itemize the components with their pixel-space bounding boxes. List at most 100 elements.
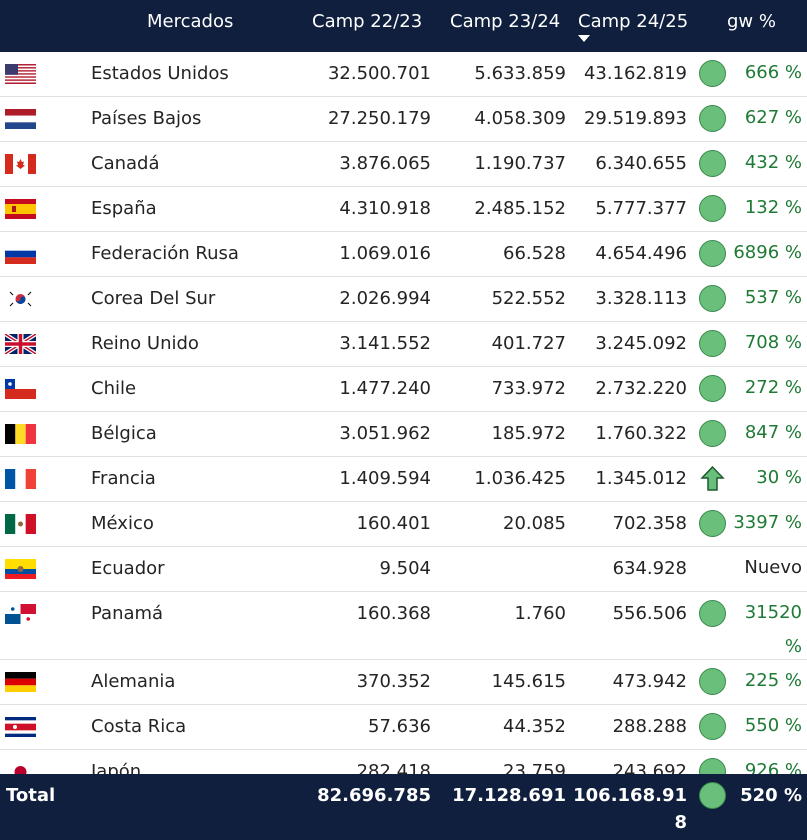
- table-row[interactable]: Alemania 370.352 145.615 473.942 225 %: [0, 660, 807, 705]
- table-row[interactable]: Federación Rusa 1.069.016 66.528 4.654.496 6…: [0, 232, 807, 277]
- camp-24-25-value: 43.162.819: [583, 63, 687, 84]
- table-row[interactable]: Ecuador 9.504 634.928 Nuevo: [0, 547, 807, 592]
- market-name: Canadá: [91, 153, 160, 174]
- camp-24-25-value: 1.760.322: [595, 423, 687, 444]
- camp-22-23-value: 282.418: [356, 761, 431, 774]
- camp-23-24-value: 145.615: [491, 671, 566, 692]
- table-row[interactable]: Bélgica 3.051.962 185.972 1.760.322 847 %: [0, 412, 807, 457]
- camp-22-23-value: 1.409.594: [339, 468, 431, 489]
- growth-value: 847 %: [744, 422, 802, 443]
- market-name: España: [91, 198, 157, 219]
- table-row[interactable]: Costa Rica 57.636 44.352 288.288 550 %: [0, 705, 807, 750]
- market-name: Alemania: [91, 671, 176, 692]
- header-camp-22-23[interactable]: Camp 22/23: [312, 11, 423, 32]
- market-name: Países Bajos: [91, 108, 202, 129]
- ecuador-flag-icon: [5, 559, 36, 579]
- camp-24-25-value: 702.358: [612, 513, 687, 534]
- market-name: Costa Rica: [91, 716, 187, 737]
- camp-22-23-value: 32.500.701: [327, 63, 431, 84]
- camp-22-23-value: 27.250.179: [327, 108, 431, 129]
- growth-value: 31520 %: [744, 602, 802, 657]
- header-mercados[interactable]: Mercados: [147, 11, 234, 32]
- camp-22-23-value: 3.141.552: [339, 333, 431, 354]
- camp-24-25-value: 243.692: [612, 761, 687, 774]
- table-row[interactable]: Chile 1.477.240 733.972 2.732.220 272 %: [0, 367, 807, 412]
- growth-value: Nuevo: [744, 557, 802, 578]
- header-camp-23-24[interactable]: Camp 23/24: [450, 11, 561, 32]
- green-circle-icon: [699, 375, 726, 402]
- market-name: Japón: [91, 761, 142, 774]
- total-camp-24-25: 106.168.918: [573, 785, 687, 833]
- russia-flag-icon: [5, 244, 36, 264]
- mexico-flag-icon: [5, 514, 36, 534]
- header-camp-24-25[interactable]: Camp 24/25: [578, 11, 689, 32]
- camp-24-25-value: 288.288: [612, 716, 687, 737]
- camp-23-24-value: 2.485.152: [474, 198, 566, 219]
- green-up-arrow-icon: [699, 465, 726, 492]
- camp-24-25-value: 29.519.893: [583, 108, 687, 129]
- green-circle-icon: [699, 240, 726, 267]
- growth-value: 3397 %: [733, 512, 802, 533]
- table-row[interactable]: Estados Unidos 32.500.701 5.633.859 43.162.…: [0, 52, 807, 97]
- camp-24-25-value: 6.340.655: [595, 153, 687, 174]
- growth-value: 225 %: [744, 670, 802, 691]
- uk-flag-icon: [5, 334, 36, 354]
- camp-23-24-value: 522.552: [491, 288, 566, 309]
- camp-23-24-value: 733.972: [491, 378, 566, 399]
- header-gw[interactable]: gw %: [727, 11, 776, 32]
- camp-24-25-value: 473.942: [612, 671, 687, 692]
- camp-22-23-value: 160.401: [356, 513, 431, 534]
- table-row[interactable]: Panamá 160.368 1.760 556.506 31520 %: [0, 592, 807, 660]
- table-row[interactable]: Canadá 3.876.065 1.190.737 6.340.655 432 %: [0, 142, 807, 187]
- france-flag-icon: [5, 469, 36, 489]
- table-row[interactable]: México 160.401 20.085 702.358 3397 %: [0, 502, 807, 547]
- chile-flag-icon: [5, 379, 36, 399]
- green-circle-icon: [699, 758, 726, 774]
- growth-value: 708 %: [744, 332, 802, 353]
- table-row[interactable]: España 4.310.918 2.485.152 5.777.377 132 %: [0, 187, 807, 232]
- spain-flag-icon: [5, 199, 36, 219]
- camp-22-23-value: 160.368: [356, 603, 431, 624]
- camp-24-25-value: 1.345.012: [595, 468, 687, 489]
- costa-rica-flag-icon: [5, 717, 36, 737]
- growth-value: 432 %: [744, 152, 802, 173]
- market-name: Corea Del Sur: [91, 288, 216, 309]
- camp-24-25-value: 4.654.496: [595, 243, 687, 264]
- growth-value: 272 %: [744, 377, 802, 398]
- camp-23-24-value: 20.085: [503, 513, 566, 534]
- camp-22-23-value: 1.069.016: [339, 243, 431, 264]
- camp-23-24-value: 185.972: [491, 423, 566, 444]
- camp-23-24-value: 401.727: [491, 333, 566, 354]
- table-row[interactable]: Corea Del Sur 2.026.994 522.552 3.328.113 53…: [0, 277, 807, 322]
- table-body[interactable]: Estados Unidos 32.500.701 5.633.859 43.162.…: [0, 52, 807, 774]
- camp-24-25-value: 3.245.092: [595, 333, 687, 354]
- green-circle-icon: [699, 510, 726, 537]
- panama-flag-icon: [5, 604, 36, 624]
- camp-24-25-value: 3.328.113: [595, 288, 687, 309]
- market-name: Federación Rusa: [91, 243, 239, 264]
- camp-22-23-value: 57.636: [368, 716, 431, 737]
- green-circle-icon: [699, 150, 726, 177]
- table-header: Mercados Camp 22/23 Camp 23/24 Camp 24/2…: [0, 0, 807, 52]
- growth-value: 6896 %: [733, 242, 802, 263]
- table-row[interactable]: Reino Unido 3.141.552 401.727 3.245.092 708 …: [0, 322, 807, 367]
- camp-24-25-value: 634.928: [612, 558, 687, 579]
- green-circle-icon: [699, 285, 726, 312]
- camp-24-25-value: 5.777.377: [595, 198, 687, 219]
- sort-descending-icon: [578, 35, 590, 42]
- table-row[interactable]: Japón 282.418 23.759 243.692 926 %: [0, 750, 807, 774]
- growth-value: 926 %: [744, 760, 802, 774]
- camp-22-23-value: 4.310.918: [339, 198, 431, 219]
- market-name: Chile: [91, 378, 137, 399]
- canada-flag-icon: [5, 154, 36, 174]
- south-korea-flag-icon: [5, 289, 36, 309]
- growth-value: 550 %: [744, 715, 802, 736]
- table-row[interactable]: Países Bajos 27.250.179 4.058.309 29.519.89…: [0, 97, 807, 142]
- green-circle-icon: [699, 195, 726, 222]
- camp-23-24-value: 1.190.737: [474, 153, 566, 174]
- growth-value: 537 %: [744, 287, 802, 308]
- market-name: Ecuador: [91, 558, 165, 579]
- total-camp-23-24: 17.128.691: [452, 785, 566, 806]
- market-name: Bélgica: [91, 423, 157, 444]
- table-row[interactable]: Francia 1.409.594 1.036.425 1.345.012 30 %: [0, 457, 807, 502]
